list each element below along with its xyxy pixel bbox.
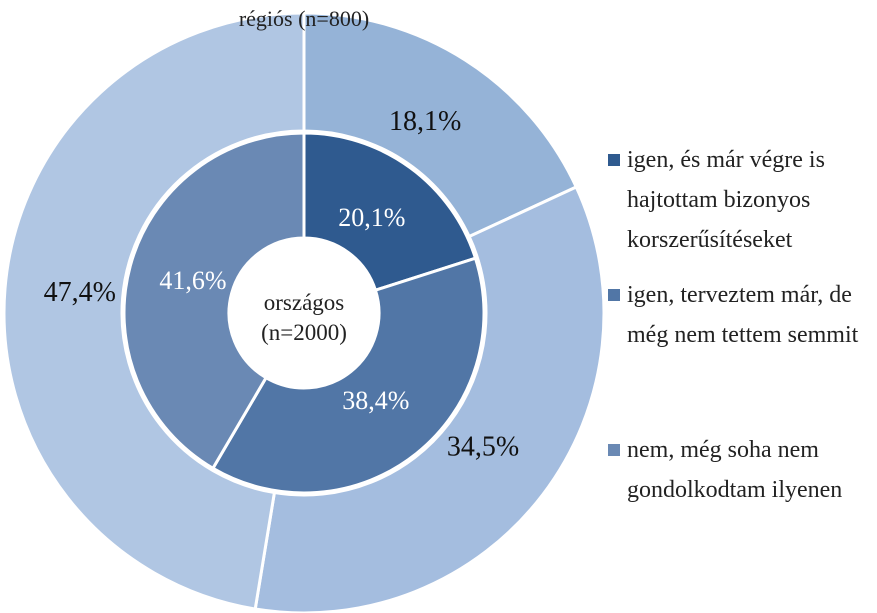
donut-slice	[210, 256, 486, 495]
inner-ring-name: országos (n=2000)	[261, 290, 347, 345]
donut-slice	[2, 11, 306, 611]
legend-swatch	[608, 289, 620, 301]
donut-slice	[122, 131, 306, 471]
value-label: 38,4%	[342, 386, 409, 415]
legend-label: igen, terveztem már, de még nem tettem s…	[627, 282, 859, 348]
value-label: 18,1%	[389, 106, 461, 137]
outer-ring-name: régiós (n=800)	[238, 6, 370, 31]
legend-label: nem, még soha nem gondolkodtam ilyenen	[627, 437, 843, 503]
legend-entry: igen, terveztem már, de még nem tettem s…	[605, 275, 875, 355]
value-label: 41,6%	[159, 266, 226, 295]
legend-swatch	[608, 154, 620, 166]
donut-slice	[302, 131, 478, 293]
donut-slice	[302, 11, 579, 239]
legend-swatch	[608, 444, 620, 456]
value-label: 20,1%	[338, 203, 405, 232]
legend-entry: nem, még soha nem gondolkodtam ilyenen	[605, 430, 875, 510]
value-label: 47,4%	[44, 277, 116, 308]
value-label: 34,5%	[447, 432, 519, 463]
legend-label: igen, és már végre is hajtottam bizonyos…	[627, 147, 825, 253]
legend-entry: igen, és már végre is hajtottam bizonyos…	[605, 140, 875, 260]
